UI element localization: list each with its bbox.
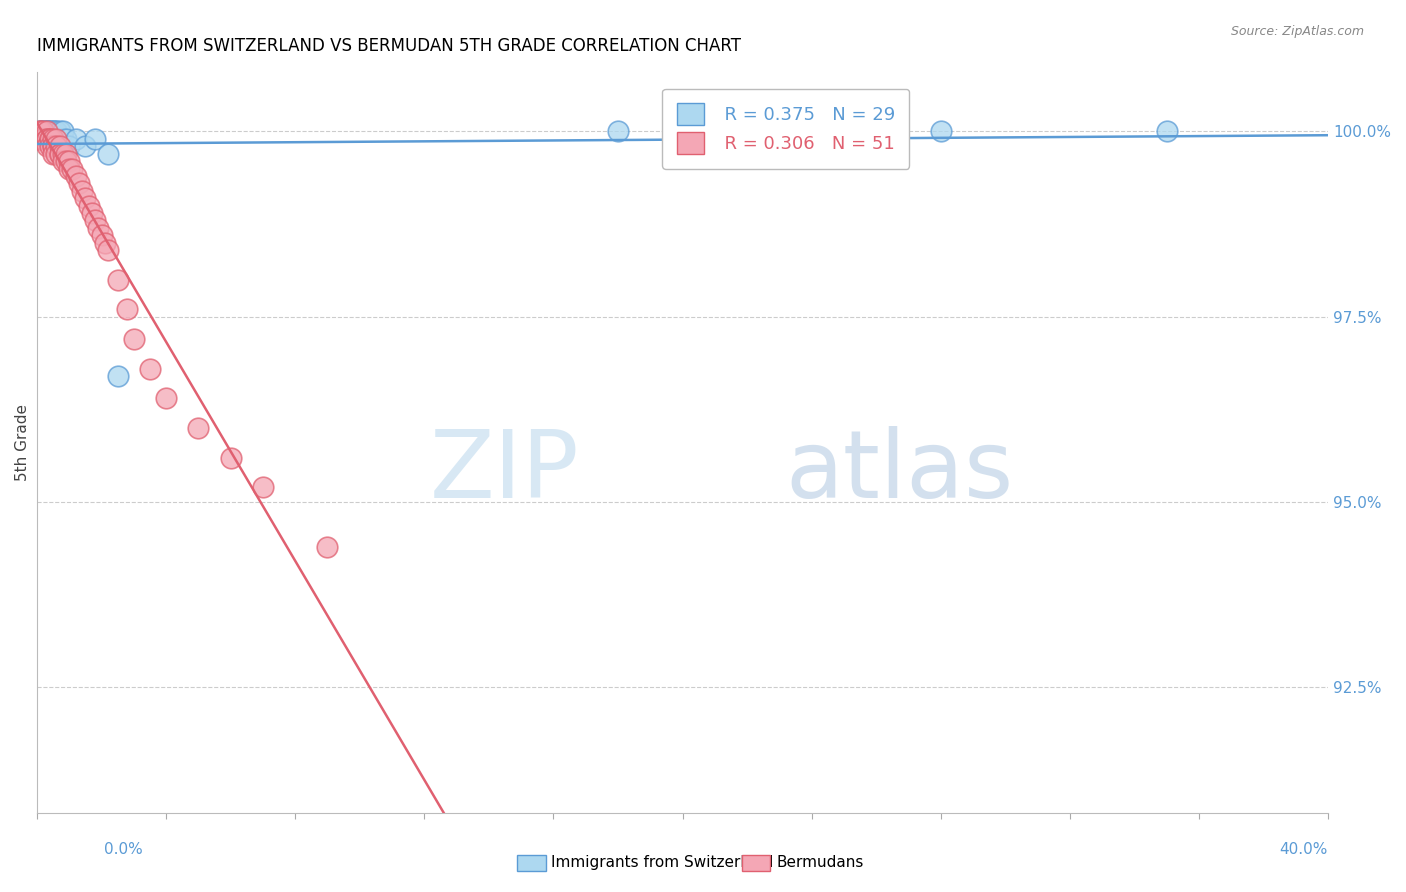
Point [607, 124, 630, 138]
Point [35, 124, 58, 138]
Point [52, 124, 75, 138]
Point [48, 146, 70, 161]
Point [45, 139, 67, 153]
Point [62, 161, 84, 176]
Text: 0.0%: 0.0% [104, 842, 143, 856]
Text: Bermudans: Bermudans [776, 855, 863, 870]
Y-axis label: 5th Grade: 5th Grade [15, 404, 30, 482]
Point [38, 139, 60, 153]
Point [155, 392, 177, 406]
Point [35, 124, 58, 138]
Legend:   R = 0.375   N = 29,   R = 0.306   N = 51: R = 0.375 N = 29, R = 0.306 N = 51 [662, 88, 910, 169]
Point [90, 228, 112, 243]
Point [32, 124, 55, 138]
Text: Source: ZipAtlas.com: Source: ZipAtlas.com [1230, 25, 1364, 38]
Point [93, 235, 115, 250]
Point [84, 213, 107, 227]
Point [35, 139, 58, 153]
Point [58, 154, 80, 169]
Point [65, 169, 87, 183]
Point [30, 124, 52, 138]
Point [122, 332, 145, 346]
Point [42, 146, 65, 161]
Point [45, 146, 67, 161]
Point [38, 132, 60, 146]
Point [32, 124, 55, 138]
Point [32, 124, 55, 138]
Point [252, 480, 274, 494]
Point [316, 540, 339, 554]
Point [58, 139, 80, 153]
Text: atlas: atlas [786, 426, 1014, 518]
Point [52, 132, 75, 146]
Point [48, 139, 70, 153]
Point [219, 450, 242, 465]
Point [35, 132, 58, 146]
Point [929, 124, 952, 138]
Point [42, 124, 65, 138]
Point [30, 124, 52, 138]
Point [35, 124, 58, 138]
Point [97, 243, 120, 257]
Point [65, 132, 87, 146]
Point [42, 132, 65, 146]
Point [58, 161, 80, 176]
Point [55, 132, 77, 146]
Point [30, 132, 52, 146]
Point [52, 146, 75, 161]
Point [55, 154, 77, 169]
Point [32, 132, 55, 146]
Point [75, 139, 97, 153]
Point [42, 132, 65, 146]
Point [75, 191, 97, 205]
Point [45, 124, 67, 138]
Point [80, 206, 103, 220]
Point [48, 146, 70, 161]
Point [70, 184, 93, 198]
Point [45, 132, 67, 146]
Point [45, 124, 67, 138]
Point [48, 132, 70, 146]
Point [38, 124, 60, 138]
Point [187, 421, 209, 435]
Point [30, 124, 52, 138]
Point [38, 124, 60, 138]
Point [42, 139, 65, 153]
Point [42, 139, 65, 153]
Point [42, 124, 65, 138]
Point [30, 124, 52, 138]
Point [30, 132, 52, 146]
Point [1156, 124, 1178, 138]
Point [84, 132, 107, 146]
Text: 40.0%: 40.0% [1279, 842, 1327, 856]
Text: ZIP: ZIP [430, 426, 579, 518]
Point [107, 369, 129, 384]
Point [35, 124, 58, 138]
Point [35, 132, 58, 146]
Point [52, 154, 75, 169]
Point [87, 220, 110, 235]
Point [97, 146, 120, 161]
Point [35, 124, 58, 138]
Point [48, 124, 70, 138]
Text: IMMIGRANTS FROM SWITZERLAND VS BERMUDAN 5TH GRADE CORRELATION CHART: IMMIGRANTS FROM SWITZERLAND VS BERMUDAN … [37, 37, 741, 55]
Point [77, 198, 100, 212]
Point [67, 177, 90, 191]
Point [38, 132, 60, 146]
Text: Immigrants from Switzerland: Immigrants from Switzerland [551, 855, 773, 870]
Point [55, 146, 77, 161]
Point [32, 132, 55, 146]
Point [117, 302, 139, 317]
Point [107, 273, 129, 287]
Point [139, 361, 162, 376]
